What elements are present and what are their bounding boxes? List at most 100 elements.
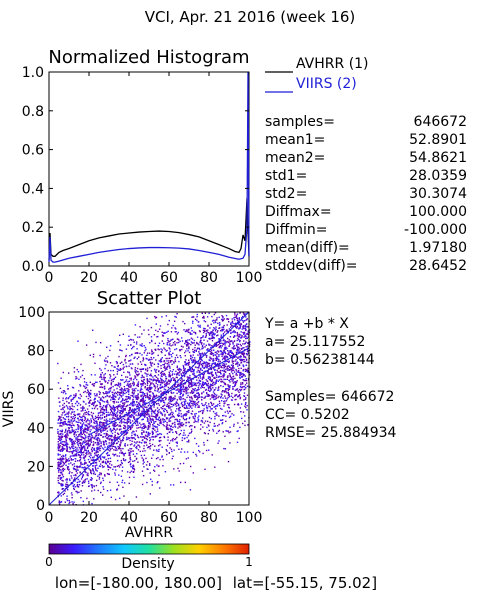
scatter-point: [151, 443, 154, 446]
scatter-point: [120, 379, 122, 381]
scatter-point: [166, 366, 168, 368]
scatter-point: [71, 497, 73, 499]
scatter-point: [147, 424, 150, 427]
scatter-point: [231, 324, 233, 327]
scatter-point: [97, 458, 99, 461]
scatter-point: [244, 379, 247, 382]
scatter-point: [130, 463, 132, 465]
scatter-point: [73, 419, 76, 422]
scatter-point: [151, 480, 153, 483]
scatter-point: [203, 343, 205, 345]
scatter-point: [185, 341, 187, 343]
scatter-point: [179, 350, 181, 352]
scatter-point: [214, 363, 216, 365]
scatter-point: [223, 342, 226, 344]
scatter-point: [142, 436, 145, 438]
scatter-point: [68, 502, 70, 505]
scatter-point: [214, 354, 216, 356]
scatter-point: [215, 321, 217, 324]
scatter-point: [217, 387, 220, 389]
scatter-point: [57, 419, 59, 421]
scatter-point: [125, 379, 128, 381]
scatter-point: [96, 437, 99, 439]
scatter-point: [71, 398, 73, 401]
scatter-point: [174, 315, 176, 318]
scatter-point: [169, 406, 171, 408]
scatter-point: [230, 395, 233, 397]
scatter-point: [180, 389, 182, 391]
scatter-point: [194, 401, 196, 403]
scatter-point: [238, 320, 240, 322]
scatter-point: [138, 427, 140, 429]
scatter-point: [91, 502, 93, 505]
scatter-point: [240, 337, 242, 339]
scatter-point: [144, 416, 146, 418]
scatter-point: [234, 360, 236, 362]
scatter-point: [60, 438, 63, 441]
scatter-point: [182, 385, 184, 388]
scatter-point: [165, 427, 168, 429]
scatter-point: [157, 335, 159, 338]
scatter-point: [61, 412, 64, 414]
scatter-point: [101, 372, 103, 374]
scatter-point: [61, 436, 63, 438]
scatter-point: [202, 410, 205, 412]
scatter-point: [126, 436, 128, 439]
scatter-point: [132, 404, 134, 407]
scatter-point: [240, 411, 242, 413]
scatter-point: [67, 397, 69, 400]
scatter-point: [128, 476, 131, 479]
scatter-point: [247, 367, 249, 370]
scatter-point: [174, 343, 176, 345]
scatter-point: [99, 386, 102, 388]
scatter-point: [62, 408, 64, 411]
scatter-point: [114, 418, 116, 420]
scatter-point: [143, 352, 145, 354]
scatter-point: [103, 401, 106, 403]
scatter-point: [82, 408, 84, 410]
scatter-point: [88, 455, 91, 458]
scatter-point: [68, 478, 71, 480]
scatter-point: [99, 447, 101, 450]
scatter-point: [244, 424, 246, 427]
scatter-point: [239, 426, 241, 429]
scatter-point: [237, 346, 240, 349]
scatter-point: [249, 386, 251, 388]
scatter-point: [193, 360, 195, 362]
scatter-point: [177, 331, 179, 334]
scatter-point: [77, 440, 79, 443]
scatter-point: [85, 403, 87, 405]
scatter-point: [168, 375, 170, 378]
scatter-point: [221, 380, 224, 383]
scatter-point: [110, 442, 112, 444]
scatter-point: [155, 420, 157, 423]
scatter-point: [204, 420, 207, 422]
scatter-point: [198, 330, 201, 332]
scatter-point: [225, 368, 227, 371]
scatter-point: [110, 409, 112, 412]
scatter-point: [205, 329, 208, 332]
scatter-point: [226, 347, 228, 350]
scatter-point: [236, 313, 239, 315]
scatter-point: [165, 357, 167, 360]
scatter-point: [142, 380, 144, 383]
scatter-point: [236, 335, 238, 337]
scatter-point: [112, 369, 114, 372]
scatter-point: [76, 368, 78, 371]
scatter-point: [193, 351, 196, 353]
scatter-point: [239, 397, 241, 400]
scatter-point: [217, 344, 220, 346]
scatter-point: [129, 407, 131, 409]
scatter-point: [88, 440, 91, 442]
scatter-point: [119, 394, 121, 397]
scatter-point: [120, 396, 123, 398]
scatter-point: [172, 397, 174, 399]
scatter-point: [132, 437, 134, 439]
scatter-point: [174, 359, 176, 361]
scatter-point: [148, 380, 150, 382]
scatter-point: [132, 384, 135, 387]
scatter-point: [127, 412, 130, 414]
scatter-point: [189, 392, 191, 394]
scatter-point: [96, 455, 98, 457]
